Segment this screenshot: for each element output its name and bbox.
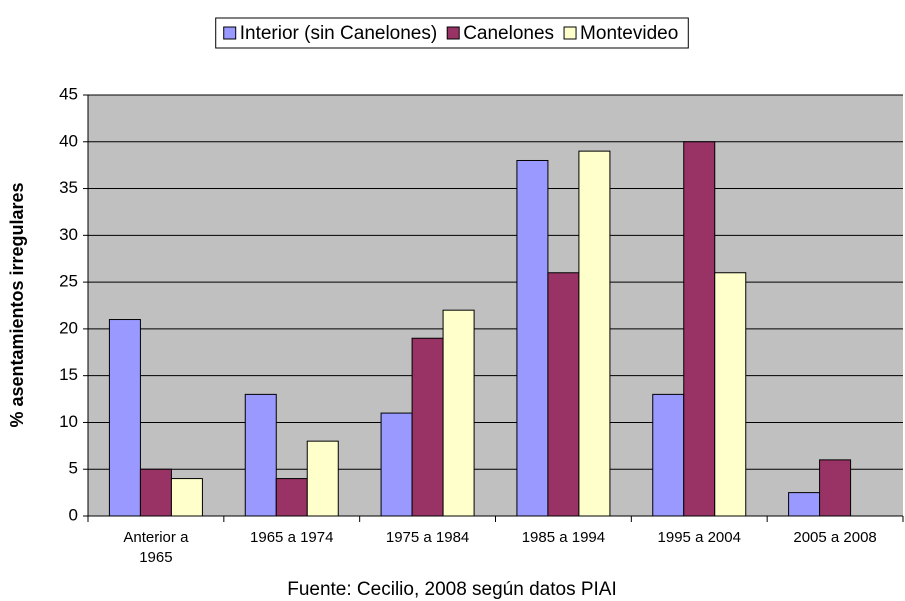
bar: [411, 337, 444, 517]
bar: [380, 412, 413, 517]
bar: [170, 478, 203, 517]
bar: [683, 141, 716, 517]
legend-label: Montevideo: [580, 23, 678, 44]
legend-swatch: [563, 26, 577, 40]
y-tick-label: 35: [59, 178, 78, 197]
legend-swatch: [446, 26, 460, 40]
y-tick-label: 25: [59, 272, 78, 291]
y-axis-label: % asentamientos irregulares: [7, 182, 27, 427]
x-tick-label: 1995 a 2004: [657, 529, 741, 546]
y-tick-label: 30: [59, 225, 78, 244]
bar: [442, 309, 475, 517]
x-tick-label: Anterior a 1965: [123, 529, 189, 566]
x-tick-label: 2005 a 2008: [793, 529, 877, 546]
x-tick-label: 1965 a 1974: [250, 529, 334, 546]
bar: [108, 319, 141, 517]
y-tick-label: 20: [59, 318, 78, 337]
bar: [275, 478, 308, 517]
y-tick-label: 40: [59, 131, 78, 150]
legend-label: Canelones: [463, 23, 554, 44]
plot-area: [88, 95, 903, 516]
bar: [652, 393, 685, 517]
y-tick-label: 10: [59, 412, 78, 431]
bar: [244, 393, 277, 517]
x-tick-label: 1975 a 1984: [385, 529, 470, 546]
bar: [139, 468, 172, 517]
caption: Fuente: Cecilio, 2008 según datos PIAI: [287, 579, 617, 600]
y-tick-label: 0: [69, 505, 78, 524]
bar: [516, 159, 549, 517]
y-tick-label: 5: [69, 459, 78, 478]
bar: [714, 272, 747, 517]
y-tick-label: 45: [59, 84, 78, 103]
x-tick-label: 1985 a 1994: [521, 529, 606, 546]
bar: [788, 492, 821, 517]
legend-swatch: [223, 26, 237, 40]
bar: [547, 272, 580, 517]
bar: [578, 150, 611, 517]
bar: [306, 440, 339, 517]
y-tick-label: 15: [59, 365, 78, 384]
legend-label: Interior (sin Canelones): [240, 23, 437, 44]
bar: [819, 459, 852, 517]
